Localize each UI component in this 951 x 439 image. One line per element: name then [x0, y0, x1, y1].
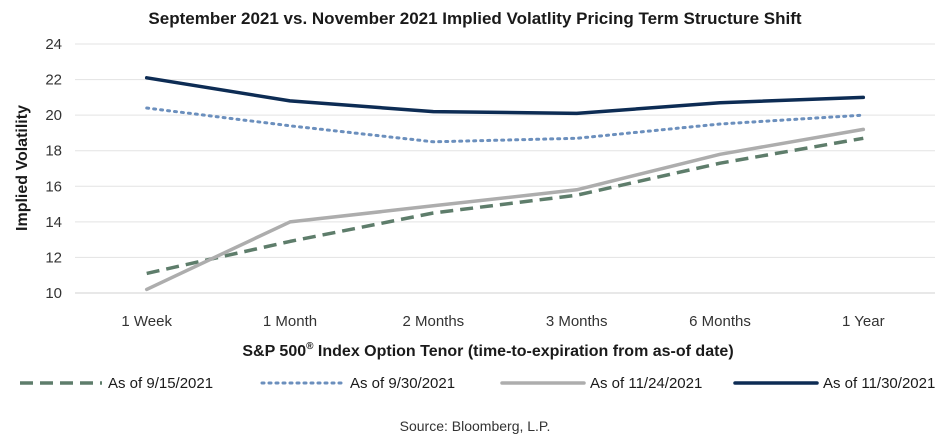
x-axis-ticks: 1 Week 1 Month 2 Months 3 Months 6 Months 1 Y… — [121, 313, 884, 330]
legend-label: As of 11/30/2021 — [823, 375, 935, 392]
source-note: Source: Bloomberg, L.P. — [400, 418, 551, 434]
x-tick-label: 2 Months — [402, 313, 464, 330]
y-tick-label: 18 — [45, 143, 62, 160]
legend-label: As of 9/30/2021 — [350, 375, 455, 392]
x-axis-label: S&P 500® Index Option Tenor (time-to-exp… — [242, 341, 733, 360]
series-lines — [144, 76, 866, 292]
y-tick-label: 12 — [45, 249, 62, 266]
series-line-1 — [146, 136, 864, 276]
y-axis-ticks: 10 12 14 16 18 20 22 24 — [45, 36, 62, 302]
y-tick-label: 16 — [45, 178, 62, 195]
x-tick-label: 1 Month — [263, 313, 317, 330]
series-line-3 — [144, 127, 866, 292]
y-tick-label: 20 — [45, 107, 62, 124]
y-tick-label: 14 — [45, 214, 62, 231]
y-tick-label: 10 — [45, 285, 62, 302]
series-line-4 — [144, 76, 866, 116]
x-tick-label: 3 Months — [546, 313, 608, 330]
x-tick-label: 1 Week — [121, 313, 172, 330]
x-tick-label: 1 Year — [842, 313, 885, 330]
legend-label: As of 9/15/2021 — [108, 375, 213, 392]
legend-label: As of 11/24/2021 — [590, 375, 702, 392]
x-tick-label: 6 Months — [689, 313, 751, 330]
legend: As of 9/15/2021 As of 9/30/2021 As of 11/2… — [20, 375, 935, 392]
chart-title: September 2021 vs. November 2021 Implied… — [148, 9, 801, 28]
y-axis-label: Implied Volatility — [14, 105, 31, 231]
series-line-2 — [145, 106, 865, 144]
y-tick-label: 24 — [45, 36, 62, 53]
gridlines — [75, 43, 935, 258]
y-tick-label: 22 — [45, 72, 62, 89]
